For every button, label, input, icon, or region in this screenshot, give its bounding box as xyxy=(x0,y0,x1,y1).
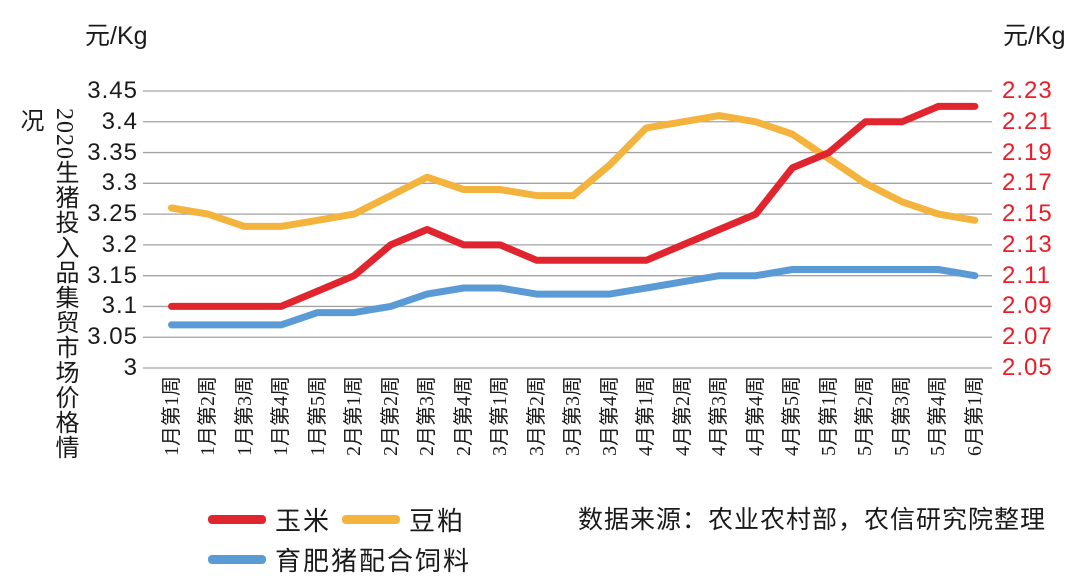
legend-label: 玉米 xyxy=(275,506,332,536)
x-axis-tick-label: 1月第2周 xyxy=(197,376,220,456)
legend-swatch-icon xyxy=(208,514,266,524)
x-axis-tick-label: 3月第3周 xyxy=(562,376,585,456)
x-axis-tick-label: 3月第2周 xyxy=(525,376,548,456)
source-note: 数据来源：农业农村部，农信研究院整理 xyxy=(578,507,1047,534)
right-axis-tick-label: 2.19 xyxy=(1002,138,1053,166)
right-axis-tick-label: 2.21 xyxy=(1002,107,1053,135)
x-axis-tick-label: 1月第3周 xyxy=(233,376,256,456)
left-axis-tick-label: 3.05 xyxy=(87,323,138,351)
left-axis-tick-label: 3.3 xyxy=(101,169,138,197)
left-axis-tick-label: 3.1 xyxy=(101,292,138,320)
x-axis-tick-label: 2月第4周 xyxy=(452,376,475,456)
left-axis-tick-label: 3 xyxy=(123,354,138,381)
x-axis-tick-label: 3月第1周 xyxy=(489,376,512,456)
x-axis-tick-label: 2月第3周 xyxy=(416,376,439,456)
legend-swatch-icon xyxy=(208,554,266,564)
x-axis-tick-label: 4月第5周 xyxy=(781,376,804,456)
right-axis-tick-label: 2.13 xyxy=(1002,230,1053,258)
series-line-玉米 xyxy=(168,102,979,310)
legend-row-1: 玉米 豆粕 xyxy=(208,501,465,538)
x-axis-tick-label: 1月第4周 xyxy=(270,376,293,456)
series-line-育肥猪配合饲料 xyxy=(168,266,979,329)
right-axis-unit: 元/Kg xyxy=(1003,22,1066,50)
right-axis-tick-label: 2.23 xyxy=(1002,77,1053,104)
x-axis-tick-label: 1月第1周 xyxy=(160,376,183,456)
x-axis-tick-label: 5月第3周 xyxy=(890,376,913,456)
x-axis-tick-label: 6月第1周 xyxy=(963,376,986,456)
right-axis-tick-label: 2.09 xyxy=(1002,292,1053,320)
left-axis-tick-label: 3.2 xyxy=(101,230,138,258)
right-axis-tick-label: 2.11 xyxy=(1002,261,1051,289)
x-axis-tick-label: 4月第3周 xyxy=(708,376,731,456)
left-axis-tick-label: 3.35 xyxy=(87,138,138,166)
x-axis-tick-label: 5月第2周 xyxy=(854,376,877,456)
x-axis-tick-label: 4月第2周 xyxy=(671,376,694,456)
right-axis-tick-label: 2.05 xyxy=(1002,354,1053,381)
x-axis-tick-label: 2月第2周 xyxy=(379,376,402,456)
legend-label: 豆粕 xyxy=(409,506,466,536)
x-axis-tick-label: 1月第5周 xyxy=(306,376,329,456)
left-axis-unit: 元/Kg xyxy=(85,22,148,50)
x-axis-tick-label: 5月第4周 xyxy=(927,376,950,456)
right-axis-tick-label: 2.07 xyxy=(1002,323,1053,351)
legend-item-豆粕: 豆粕 xyxy=(342,501,465,538)
left-axis-tick-label: 3.4 xyxy=(101,107,138,135)
right-axis-tick-label: 2.17 xyxy=(1002,169,1053,197)
left-axis-tick-label: 3.15 xyxy=(87,261,138,289)
legend-item-育肥猪配合饲料: 育肥猪配合饲料 xyxy=(208,541,471,578)
chart-title: 2020生猪投入品集贸市场价格情况 xyxy=(16,108,77,460)
x-axis-tick-label: 5月第1周 xyxy=(817,376,840,456)
legend-item-玉米: 玉米 xyxy=(208,501,331,538)
legend-row-2: 育肥猪配合饲料 xyxy=(208,541,471,578)
legend-label: 育肥猪配合饲料 xyxy=(275,546,472,576)
right-axis-tick-label: 2.15 xyxy=(1002,200,1053,228)
legend-swatch-icon xyxy=(342,514,401,524)
left-axis-tick-label: 3.25 xyxy=(87,200,138,228)
x-axis-tick-label: 2月第1周 xyxy=(343,376,366,456)
series-line-豆粕 xyxy=(168,112,979,230)
x-axis-tick-label: 4月第1周 xyxy=(635,376,658,456)
x-axis-tick-label: 3月第4周 xyxy=(598,376,621,456)
x-axis-tick-label: 4月第4周 xyxy=(744,376,767,456)
left-axis-tick-label: 3.45 xyxy=(87,77,138,104)
